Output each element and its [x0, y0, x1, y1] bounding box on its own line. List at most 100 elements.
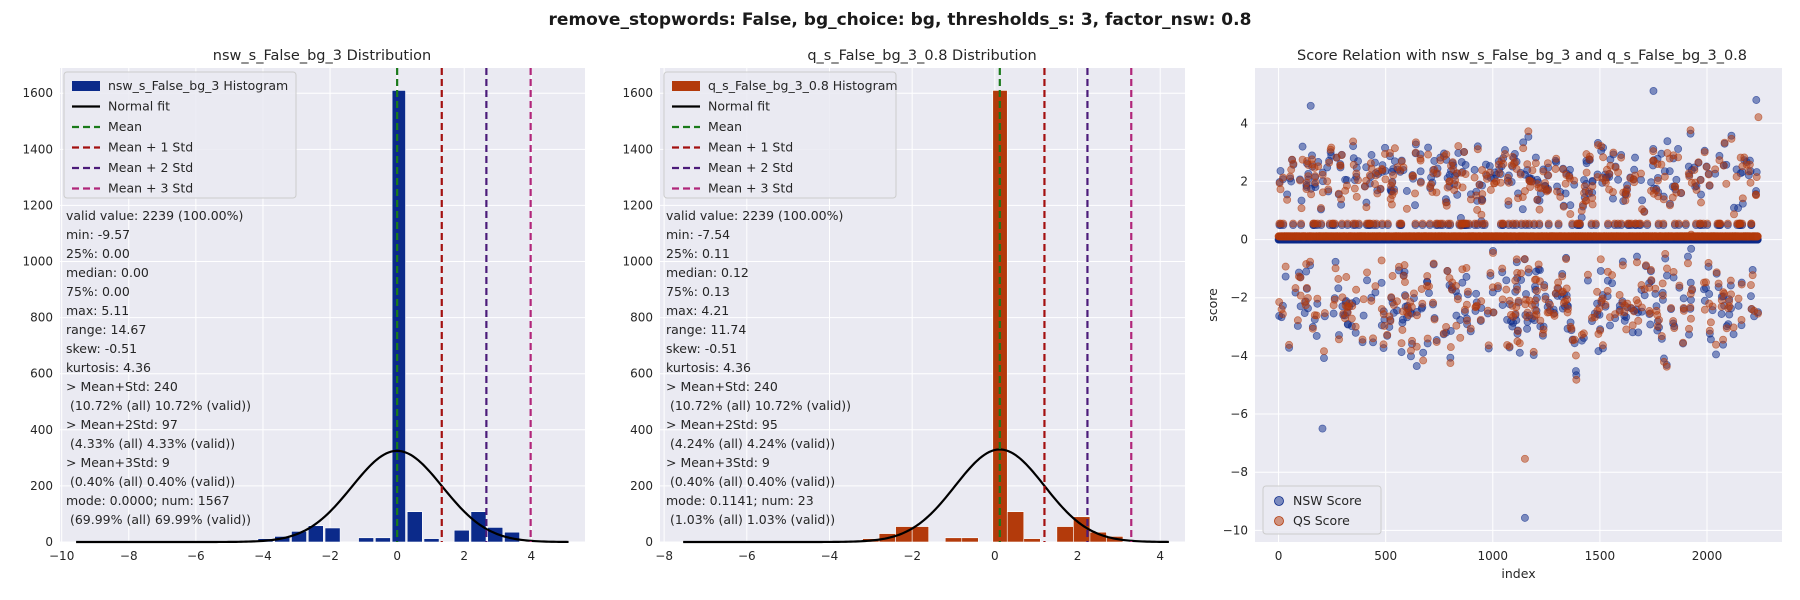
y-axis-label: score: [1205, 288, 1220, 322]
stats-line: 25%: 0.00: [66, 246, 130, 261]
x-tick-label: −2: [903, 549, 921, 563]
qs-score-point: [1302, 284, 1311, 292]
qs-score-point: [1511, 276, 1520, 285]
qs-score-point: [1554, 278, 1563, 287]
qs-score-point: [1617, 219, 1626, 228]
y-tick-label: 1000: [22, 255, 53, 269]
legend-histogram-label: nsw_s_False_bg_3 Histogram: [108, 78, 288, 93]
qs-score-point: [1715, 156, 1724, 165]
qs-score-point: [1647, 276, 1656, 285]
nsw-score-point: [1297, 196, 1306, 205]
nsw-score-point: [1425, 289, 1433, 298]
qs-score-point: [1535, 219, 1544, 228]
qs-score-point: [1523, 308, 1532, 317]
qs-score-point: [1523, 160, 1532, 169]
qs-score-point: [1311, 178, 1320, 187]
qs-score-point: [1622, 325, 1631, 334]
qs-score-point: [1416, 156, 1425, 165]
nsw-score-point: [1674, 144, 1683, 153]
qs-score-point: [1416, 178, 1425, 187]
y-tick-label: 600: [30, 367, 53, 381]
histogram-panel-nsw: −10 −8 −6 −4 −2 0 2 402004006008001000120014001…: [22, 68, 585, 563]
qs-score-point: [1561, 179, 1570, 188]
qs-score-point: [1516, 170, 1525, 179]
qs-score-point: [1562, 284, 1571, 293]
qs-score-point: [1466, 195, 1475, 204]
qs-score-point: [1486, 186, 1495, 194]
y-tick-label: 600: [630, 367, 653, 381]
qs-score-point: [1510, 158, 1519, 167]
qs-score-point: [1615, 290, 1624, 299]
qs-score-point: [1511, 309, 1520, 318]
qs-score-point: [1700, 305, 1709, 314]
x-tick-label: −6: [187, 549, 205, 563]
qs-score-point: [1646, 265, 1655, 274]
qs-score-point: [1720, 138, 1729, 147]
qs-score-point: [1348, 302, 1357, 310]
qs-score-point: [1660, 172, 1669, 181]
qs-score-point: [1477, 297, 1486, 306]
qs-score-point: [1460, 148, 1469, 157]
qs-score-point: [1576, 219, 1584, 228]
qs-score-point: [1399, 271, 1408, 280]
qs-score-point: [1534, 260, 1543, 269]
qs-score-point: [1293, 316, 1302, 325]
nsw-score-point: [1462, 272, 1471, 281]
qs-score-point: [1617, 153, 1626, 162]
stats-line: (10.72% (all) 10.72% (valid)): [66, 398, 251, 413]
nsw-score-point: [1746, 292, 1755, 301]
qs-score-point: [1354, 176, 1362, 185]
qs-score-point: [1513, 285, 1521, 294]
qs-score-point: [1662, 362, 1671, 371]
qs-score-point: [1674, 153, 1683, 162]
stats-line: (4.24% (all) 4.24% (valid)): [666, 436, 835, 451]
stats-line: > Mean+3Std: 9: [666, 455, 770, 470]
qs-score-point: [1519, 144, 1528, 153]
stats-line: mode: 0.0000; num: 1567: [66, 493, 230, 508]
qs-score-point: [1401, 278, 1409, 287]
qs-score-point: [1419, 356, 1428, 365]
y-tick-label: −6: [1230, 407, 1248, 421]
qs-score-point: [1588, 182, 1597, 191]
histogram-bar: [391, 90, 406, 543]
qs-score-point: [1588, 200, 1597, 209]
qs-score-point: [1636, 219, 1645, 228]
stats-line: min: -9.57: [66, 227, 130, 242]
histogram-bar: [307, 525, 324, 543]
x-tick-label: 0: [991, 549, 999, 563]
nsw-score-point: [1686, 278, 1695, 287]
nsw-score-point: [1665, 167, 1674, 176]
qs-score-point: [1362, 203, 1371, 212]
nsw-score-point: [1318, 424, 1327, 433]
histogram-2-title: q_s_False_bg_3_0.8 Distribution: [807, 48, 1036, 64]
qs-score-point: [1634, 316, 1643, 325]
qs-score-point: [1397, 219, 1406, 228]
histogram-1-title: nsw_s_False_bg_3 Distribution: [213, 48, 431, 64]
histogram-bar: [375, 537, 391, 543]
qs-score-point: [1367, 296, 1376, 305]
histogram-bar: [1006, 511, 1025, 543]
qs-score-point: [1349, 160, 1358, 169]
qs-score-point: [1692, 186, 1701, 194]
stats-line: > Mean+Std: 240: [666, 379, 778, 394]
qs-score-point: [1338, 293, 1347, 302]
qs-score-point: [1598, 341, 1607, 350]
qs-score-point: [1540, 283, 1549, 292]
qs-score-point: [1605, 169, 1614, 178]
qs-score-point: [1462, 300, 1471, 309]
qs-score-point: [1401, 292, 1410, 301]
qs-score-point: [1387, 293, 1396, 302]
histogram-bar: [324, 527, 341, 543]
qs-score-point: [1302, 178, 1311, 187]
qs-score-point: [1564, 305, 1572, 313]
qs-score-point: [1423, 272, 1432, 281]
y-tick-label: 400: [630, 423, 653, 437]
scatter-legend-marker: [1274, 496, 1284, 506]
qs-score-point: [1552, 154, 1561, 163]
histogram-bar: [406, 511, 423, 543]
qs-score-point: [1301, 301, 1310, 310]
qs-score-point: [1275, 298, 1284, 306]
qs-score-point: [1330, 219, 1339, 228]
qs-score-point: [1559, 202, 1568, 211]
qs-score-point: [1484, 341, 1493, 350]
